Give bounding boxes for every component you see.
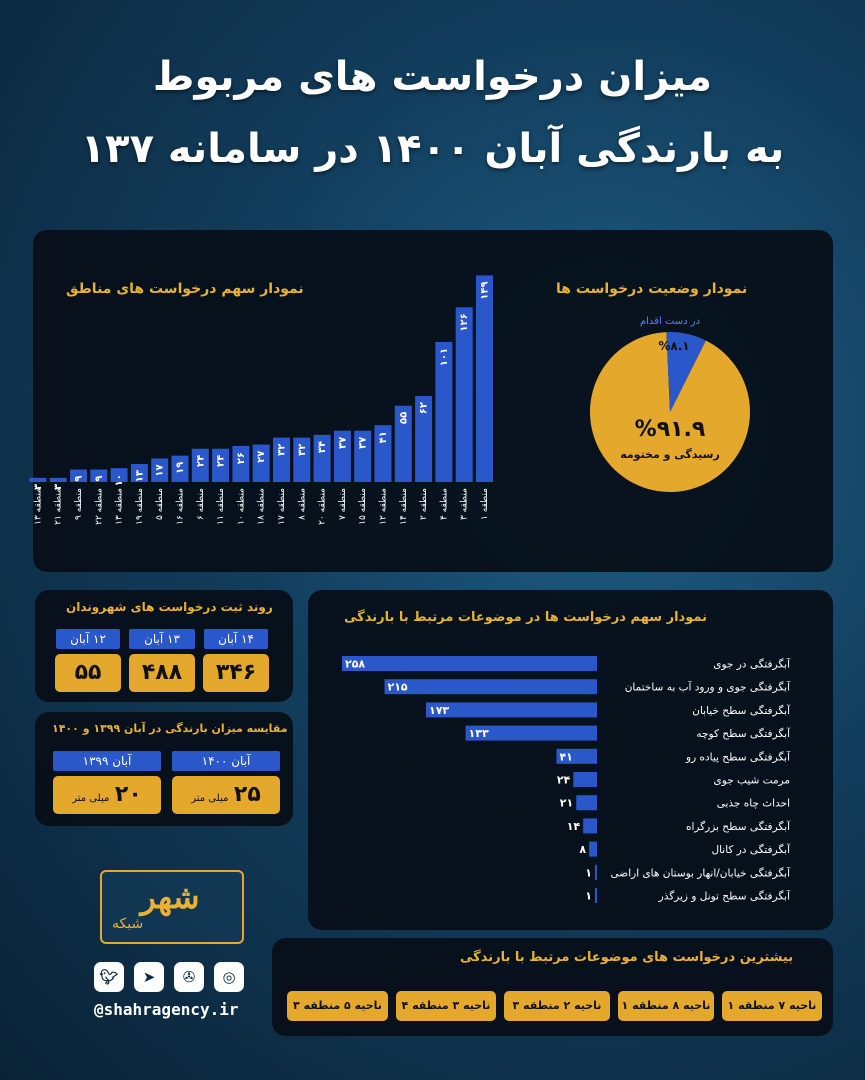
telegram-icon[interactable]: ➤: [134, 962, 164, 992]
rain-value-1-number: ۲۵: [233, 782, 261, 807]
logo-text: شهر: [140, 878, 200, 916]
rain-value-1: ۲۵ میلی متر: [172, 776, 280, 814]
top-regions-title: بیشترین درخواست های موضوعات مرتبط با بار…: [460, 950, 794, 965]
topic-chart-title: نمودار سهم درخواست ها در موضوعات مرتبط ب…: [344, 610, 707, 625]
top-region-3: ناحیه ۲ منطقه ۳: [504, 991, 610, 1021]
top-region-1: ناحیه ۷ منطقه ۱: [722, 991, 822, 1021]
top-region-2: ناحیه ۸ منطقه ۱: [618, 991, 714, 1021]
region-chart-title: نمودار سهم درخواست های مناطق: [66, 281, 304, 297]
page-title-line2: به بارندگی آبان ۱۴۰۰ در سامانه ۱۳۷: [80, 126, 785, 172]
brand-logo: شهر شبکه: [100, 870, 244, 944]
brand-handle[interactable]: @shahragency.ir: [94, 1000, 239, 1019]
rain-period-2: آبان ۱۳۹۹: [53, 751, 161, 771]
status-chart-title: نمودار وضعیت درخواست ها: [556, 281, 748, 297]
trend-value-2: ۴۸۸: [129, 654, 195, 692]
rain-value-2-number: ۲۰: [114, 782, 142, 807]
rain-value-2-unit: میلی متر: [72, 793, 110, 804]
trend-value-1: ۳۴۶: [203, 654, 269, 692]
rain-period-1: آبان ۱۴۰۰: [172, 751, 280, 771]
page-title-line1: میزان درخواست های مربوط: [152, 54, 713, 100]
logo-sub: شبکه: [112, 916, 144, 932]
trend-date-2: ۱۳ آبان: [129, 629, 195, 649]
top-region-5: ناحیه ۵ منطقه ۳: [287, 991, 388, 1021]
twitter-icon[interactable]: 🐦︎: [94, 962, 124, 992]
topic-panel: [308, 590, 833, 930]
trend-title: روند ثبت درخواست های شهروندان: [66, 600, 273, 614]
trend-date-1: ۱۴ آبان: [204, 629, 268, 649]
rain-title: مقایسه میزان بارندگی در آبان ۱۳۹۹ و ۱۴۰۰: [52, 722, 288, 735]
trend-value-3: ۵۵: [55, 654, 121, 692]
top-region-4: ناحیه ۳ منطقه ۴: [396, 991, 496, 1021]
trend-date-3: ۱۲ آبان: [56, 629, 120, 649]
aparat-icon[interactable]: ✇: [174, 962, 204, 992]
instagram-icon[interactable]: ◎: [214, 962, 244, 992]
rain-value-1-unit: میلی متر: [191, 793, 229, 804]
rain-value-2: ۲۰ میلی متر: [53, 776, 161, 814]
